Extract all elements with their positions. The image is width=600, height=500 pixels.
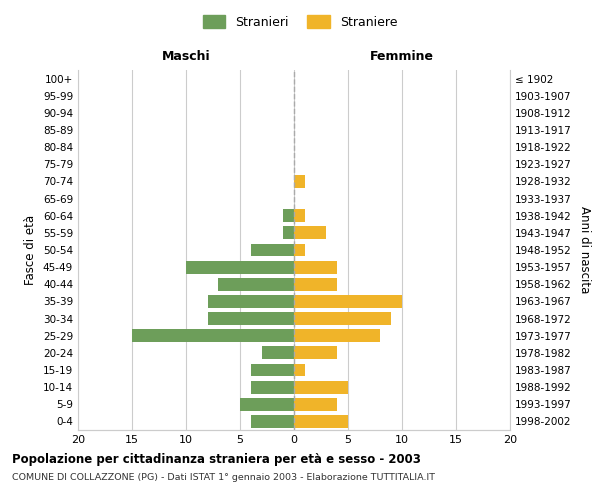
Bar bbox=[294, 175, 305, 188]
Bar bbox=[251, 380, 294, 394]
Legend: Stranieri, Straniere: Stranieri, Straniere bbox=[199, 11, 401, 32]
Bar bbox=[251, 244, 294, 256]
Bar bbox=[262, 346, 294, 360]
Bar bbox=[294, 364, 305, 376]
Bar bbox=[251, 364, 294, 376]
Bar bbox=[294, 244, 305, 256]
Bar bbox=[208, 295, 294, 308]
Y-axis label: Fasce di età: Fasce di età bbox=[25, 215, 37, 285]
Bar bbox=[294, 295, 402, 308]
Bar bbox=[283, 210, 294, 222]
Bar bbox=[294, 210, 305, 222]
Bar bbox=[218, 278, 294, 290]
Bar bbox=[294, 312, 391, 325]
Bar bbox=[294, 260, 337, 274]
Text: Femmine: Femmine bbox=[370, 50, 434, 63]
Bar bbox=[294, 278, 337, 290]
Bar bbox=[294, 330, 380, 342]
Bar bbox=[294, 415, 348, 428]
Bar bbox=[294, 380, 348, 394]
Bar bbox=[240, 398, 294, 410]
Bar bbox=[294, 226, 326, 239]
Bar bbox=[186, 260, 294, 274]
Bar bbox=[294, 346, 337, 360]
Bar bbox=[132, 330, 294, 342]
Bar bbox=[294, 398, 337, 410]
Text: Popolazione per cittadinanza straniera per età e sesso - 2003: Popolazione per cittadinanza straniera p… bbox=[12, 452, 421, 466]
Text: COMUNE DI COLLAZZONE (PG) - Dati ISTAT 1° gennaio 2003 - Elaborazione TUTTITALIA: COMUNE DI COLLAZZONE (PG) - Dati ISTAT 1… bbox=[12, 472, 435, 482]
Bar bbox=[283, 226, 294, 239]
Y-axis label: Anni di nascita: Anni di nascita bbox=[578, 206, 591, 294]
Bar bbox=[208, 312, 294, 325]
Bar bbox=[251, 415, 294, 428]
Text: Maschi: Maschi bbox=[161, 50, 211, 63]
